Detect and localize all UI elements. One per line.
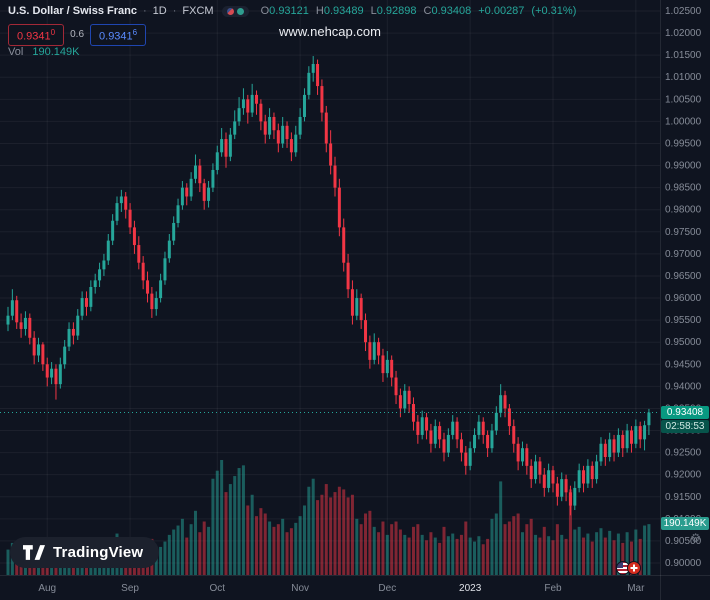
buy-button[interactable]: 0.93416 (90, 24, 147, 46)
close-label: C (423, 5, 432, 17)
bottom-pair-flags[interactable] (616, 561, 641, 575)
change-percent: (+0.31%) (531, 5, 577, 17)
bid-price: 0.9341 (17, 30, 51, 43)
close-value: 0.93408 (431, 5, 472, 17)
svg-text:0.94000: 0.94000 (665, 381, 702, 392)
pair-flags-pill[interactable] (221, 5, 249, 17)
svg-text:1.01000: 1.01000 (665, 72, 702, 83)
sell-button[interactable]: 0.93410 (8, 24, 65, 46)
svg-text:0.92000: 0.92000 (665, 470, 702, 481)
svg-text:Nov: Nov (291, 583, 309, 594)
svg-text:0.99000: 0.99000 (665, 161, 702, 172)
volume-value: 190.149K (32, 46, 80, 58)
timeframe-label[interactable]: 1D (152, 5, 167, 17)
open-label: O (260, 5, 270, 17)
symbol-title[interactable]: U.S. Dollar / Swiss Franc (8, 5, 137, 17)
time-axis[interactable]: Aug Sep Oct Nov Dec 2023 Feb Mar (0, 575, 710, 595)
svg-text:2023: 2023 (459, 583, 482, 594)
high-value: 0.93489 (323, 5, 364, 17)
bid-ask-row: 0.93410 0.6 0.93416 (8, 24, 147, 46)
candlestick-series (6, 56, 651, 516)
svg-text:1.00000: 1.00000 (665, 116, 702, 127)
axis-settings-gear-icon[interactable]: ⚙ (690, 531, 701, 545)
svg-text:1.02000: 1.02000 (665, 28, 702, 39)
svg-text:1.00500: 1.00500 (665, 94, 702, 105)
ask-price: 0.9341 (99, 30, 133, 43)
svg-text:Sep: Sep (121, 583, 139, 594)
svg-text:0.90000: 0.90000 (665, 558, 702, 569)
svg-text:Aug: Aug (38, 583, 56, 594)
bar-countdown-badge: 02:58:53 (661, 420, 709, 433)
volume-label: Vol (8, 46, 24, 58)
usd-flag-icon (226, 7, 234, 15)
separator: · (143, 5, 147, 17)
bid-pip: 0 (50, 28, 56, 37)
svg-text:0.98000: 0.98000 (665, 205, 702, 216)
svg-text:Oct: Oct (209, 583, 225, 594)
svg-text:0.96000: 0.96000 (665, 293, 702, 304)
open-value: 0.93121 (269, 5, 309, 17)
tradingview-logo-icon (23, 545, 45, 560)
tradingview-logo[interactable]: TradingView (10, 537, 160, 568)
svg-text:0.96500: 0.96500 (665, 271, 702, 282)
svg-text:1.02500: 1.02500 (665, 6, 702, 17)
svg-text:0.90500: 0.90500 (665, 536, 702, 547)
svg-text:0.98500: 0.98500 (665, 183, 702, 194)
svg-text:Mar: Mar (627, 583, 645, 594)
ohlc-readout: O0.93121 H0.93489 L0.92898 C0.93408 +0.0… (261, 5, 577, 17)
svg-text:1.01500: 1.01500 (665, 50, 702, 61)
chart-legend: U.S. Dollar / Swiss Franc · 1D · FXCM O0… (8, 5, 576, 17)
svg-text:Dec: Dec (378, 583, 396, 594)
chf-flag-icon (236, 7, 244, 15)
last-price-badge: 0.93408 (661, 406, 709, 419)
ask-pip: 6 (132, 28, 138, 37)
volume-axis-badge: 190.149K (661, 517, 709, 530)
swiss-flag-icon (627, 561, 641, 575)
separator: · (172, 5, 177, 17)
svg-text:0.95500: 0.95500 (665, 315, 702, 326)
low-value: 0.92898 (376, 5, 417, 17)
svg-text:0.99500: 0.99500 (665, 138, 702, 149)
price-axis[interactable]: 1.02500 1.02000 1.01500 1.01000 1.00500 1.000… (660, 0, 702, 600)
svg-text:Feb: Feb (544, 583, 562, 594)
svg-text:0.91500: 0.91500 (665, 492, 702, 503)
volume-indicator-legend[interactable]: Vol 190.149K (8, 46, 79, 58)
spread-value: 0.6 (70, 29, 85, 41)
low-label: L (370, 5, 377, 17)
high-label: H (315, 5, 324, 17)
exchange-label[interactable]: FXCM (182, 5, 214, 17)
svg-text:0.94500: 0.94500 (665, 359, 702, 370)
us-flag-icon (616, 561, 630, 575)
tradingview-logo-text: TradingView (53, 544, 144, 561)
svg-text:0.95000: 0.95000 (665, 337, 702, 348)
change-value: +0.00287 (478, 5, 525, 17)
svg-text:0.97500: 0.97500 (665, 227, 702, 238)
svg-text:0.97000: 0.97000 (665, 249, 702, 260)
svg-text:0.92500: 0.92500 (665, 448, 702, 459)
site-watermark: www.nehcap.com (279, 24, 381, 39)
